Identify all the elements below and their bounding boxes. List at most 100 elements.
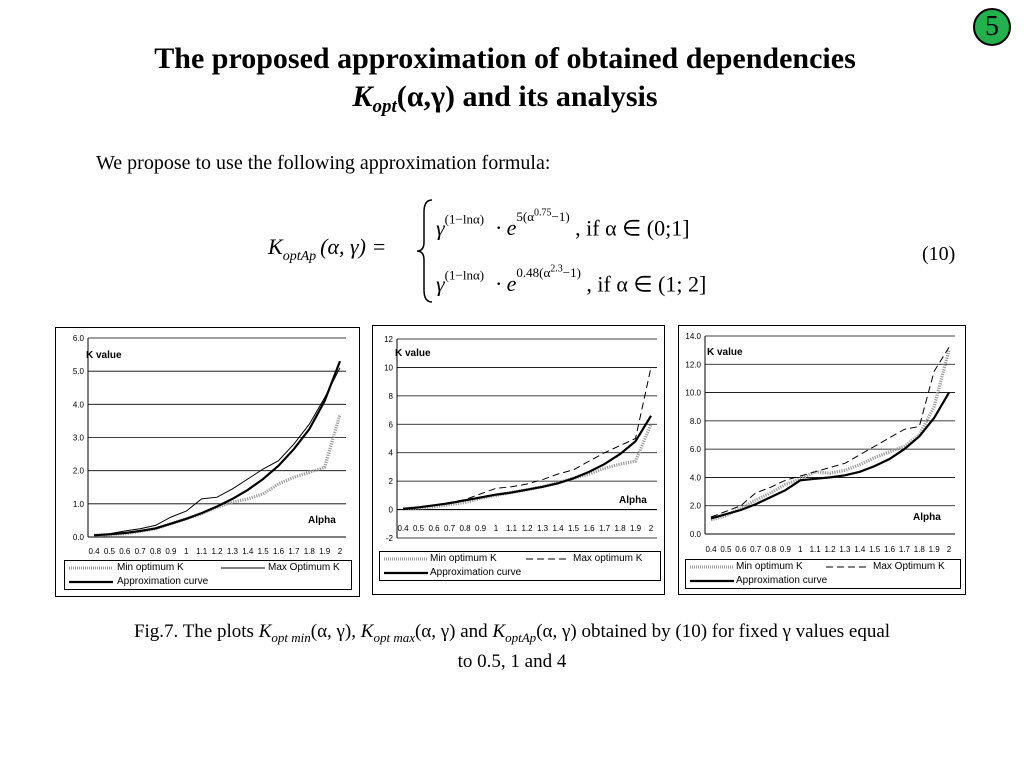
caption-args1: (α, γ), — [310, 621, 361, 642]
case2-gamma: γ — [436, 271, 445, 297]
title-line-2: Kopt(α,γ) and its analysis — [0, 78, 1010, 126]
legend-label-max: Max optimum K — [573, 553, 643, 564]
case1-condition: , if α ∈ (0;1] — [575, 215, 690, 241]
chart-panel-gamma-1: -2 0 2 4 6 8 10 12 0.4 0.5 0.6 0.7 0.8 0.9 1 1.1 1.2 1.3 1… — [372, 325, 665, 595]
series-approximation-curve — [710, 392, 950, 520]
x-tick-label: 1.5 — [568, 524, 580, 533]
formula-case-2: γ(1−lnα) · e0.48(α2.3−1) , if α ∈ (1; 2] — [436, 264, 706, 297]
case2-condition: , if α ∈ (1; 2] — [586, 271, 707, 297]
y-tick-label: 6 — [389, 420, 394, 429]
x-tick-label: 1.4 — [552, 524, 564, 533]
series-max-optimum-k — [93, 367, 341, 536]
x-tick-label: 1.9 — [929, 545, 941, 554]
y-tick-label: 5.0 — [73, 367, 85, 376]
legend-label-max: Max Optimum K — [873, 561, 945, 572]
x-tick-label: 1.1 — [810, 545, 822, 554]
legend-label-min: Min optimum K — [430, 553, 497, 564]
caption-k1-sub: opt min — [271, 629, 311, 645]
x-tick-label: 1.9 — [630, 524, 642, 533]
y-tick-label: 2 — [389, 477, 394, 486]
caption-k1: K — [258, 621, 272, 642]
case2-gamma-exponent: (1−lnα) — [444, 267, 485, 283]
formula-lhs-k: K — [268, 234, 283, 259]
formula-lhs-sub: optAp — [282, 249, 317, 264]
formula-lhs-args: (α, γ) = — [320, 234, 387, 259]
x-tick-label: 1.4 — [854, 545, 866, 554]
x-tick-label: 0.8 — [150, 547, 162, 556]
x-tick-label: 1.6 — [273, 547, 285, 556]
legend-swatch-max — [826, 566, 870, 568]
case1-e-exponent: 5(α — [516, 209, 534, 225]
y-tick-label: 4.0 — [690, 473, 702, 482]
x-tick-label: 1.8 — [304, 547, 316, 556]
x-tick-label: 0.7 — [750, 545, 762, 554]
y-tick-label: 8 — [389, 392, 394, 401]
y-tick-label: 4.0 — [73, 400, 85, 409]
legend-swatch-min — [384, 557, 428, 561]
y-tick-label: 2.0 — [690, 502, 702, 511]
legend-swatch-max — [221, 567, 265, 569]
caption-k2-sub: opt max — [373, 629, 415, 645]
x-tick-label: 1.7 — [599, 524, 611, 533]
chart-panel-gamma-4: 0.0 2.0 4.0 6.0 8.0 10.0 12.0 14.0 0.4 0.5 0.6 0.7 0… — [678, 325, 966, 595]
legend-gamma-4: Min optimum K Max Optimum K Approximatio… — [685, 559, 961, 589]
y-axis-label: K value — [707, 347, 743, 358]
case2-e: · e — [495, 271, 517, 297]
caption-prefix: Fig.7. The plots — [133, 621, 259, 642]
case2-e-exponent-tail: −1) — [562, 265, 581, 281]
y-tick-label: -2 — [386, 534, 394, 543]
case1-gamma-exponent: (1−lnα) — [444, 211, 485, 227]
title-line-1: The proposed approximation of obtained d… — [154, 42, 856, 75]
y-tick-label: 10 — [384, 363, 393, 372]
series-max-optimum-k — [710, 347, 950, 518]
caption-k2: K — [360, 621, 374, 642]
x-tick-label: 1.1 — [506, 524, 518, 533]
x-tick-label: 1 — [494, 524, 499, 533]
legend-gamma-1: Min optimum K Max optimum K Approximatio… — [379, 551, 661, 581]
formula-brace — [416, 199, 433, 303]
series-max-optimum-k — [402, 367, 652, 510]
slide-number-badge: 5 — [973, 8, 1011, 46]
x-tick-label: 0.6 — [428, 524, 440, 533]
x-tick-label: 1.8 — [614, 524, 626, 533]
x-tick-label: 0.4 — [397, 524, 409, 533]
x-tick-label: 1 — [184, 547, 189, 556]
x-tick-label: 1.3 — [537, 524, 549, 533]
y-tick-label: 6.0 — [73, 334, 85, 343]
series-approximation-curve — [93, 360, 342, 537]
x-tick-label: 2 — [947, 545, 952, 554]
x-tick-label: 1.8 — [914, 545, 926, 554]
y-tick-label: 4 — [389, 449, 394, 458]
x-tick-label: 1.6 — [884, 545, 896, 554]
chart-gamma-05: 0.0 1.0 2.0 3.0 4.0 5.0 6.0 0.4 0.5 0.6 0.7 0.8 0.9 1… — [73, 334, 346, 556]
case2-e-exponent-power: 2.3 — [550, 264, 563, 275]
x-tick-label: 1.9 — [319, 547, 331, 556]
series-min-optimum-k — [710, 349, 951, 522]
x-tick-label: 0.4 — [705, 545, 717, 554]
legend-swatch-approx — [690, 579, 734, 583]
intro-text: We propose to use the following approxim… — [96, 152, 551, 174]
x-tick-label: 1.7 — [899, 545, 911, 554]
x-tick-label: 0.9 — [475, 524, 487, 533]
legend-label-approx: Approximation curve — [430, 567, 522, 578]
case1-gamma: γ — [436, 215, 445, 241]
equation-number: (10) — [922, 243, 956, 265]
x-axis-label: Alpha — [308, 515, 336, 526]
legend-label-min: Min optimum K — [736, 561, 803, 572]
y-axis-label: K value — [395, 348, 431, 359]
legend-swatch-approx — [69, 580, 113, 584]
caption-k3-sub: optAp — [505, 629, 537, 645]
x-tick-label: 1.4 — [242, 547, 254, 556]
chart-panel-gamma-05: 0.0 1.0 2.0 3.0 4.0 5.0 6.0 0.4 0.5 0.6 0.7 0.8 0.9 1… — [55, 327, 360, 597]
y-tick-label: 10.0 — [685, 389, 701, 398]
approximation-formula: KoptAp (α, γ) = γ(1−lnα) · e5(α0.75−1) , … — [268, 190, 768, 310]
y-tick-label: 1.0 — [73, 500, 85, 509]
x-tick-label: 0.7 — [135, 547, 147, 556]
legend-swatch-min — [690, 565, 734, 569]
x-tick-label: 0.9 — [165, 547, 177, 556]
x-tick-label: 1.5 — [869, 545, 881, 554]
y-tick-label: 12.0 — [685, 360, 701, 369]
x-axis-label: Alpha — [619, 495, 647, 506]
x-tick-label: 0.5 — [720, 545, 732, 554]
